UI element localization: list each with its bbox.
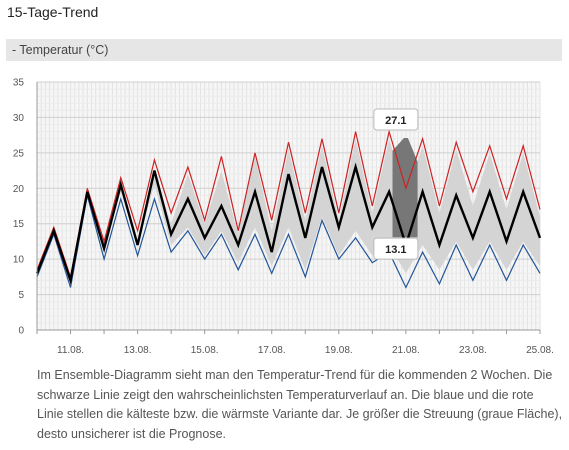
value-callout-box — [373, 237, 419, 260]
y-tick-label: 10 — [13, 255, 25, 266]
x-tick-label: 23.08. — [459, 345, 487, 356]
x-tick-label: 11.08. — [57, 345, 84, 356]
series-line-warmest — [36, 129, 541, 280]
section-label: - Temperatur (°C) — [12, 43, 109, 57]
y-tick-label: 35 — [13, 78, 25, 89]
value-callout-label: 13.1 — [385, 244, 406, 256]
y-tick-label: 25 — [13, 148, 25, 159]
y-tick-label: 0 — [18, 326, 24, 337]
value-callout-box — [373, 108, 419, 131]
value-callout-label: 27.1 — [385, 115, 406, 127]
y-tick-label: 30 — [13, 113, 25, 124]
y-tick-label: 5 — [18, 290, 24, 301]
series-line-coldest — [36, 195, 541, 289]
series-line-most-likely — [35, 162, 542, 286]
x-tick-label: 17.08. — [258, 345, 286, 356]
temperature-trend-chart[interactable]: 0 5 10 15 20 25 30 35 11.08. 13.08. 15.08. 17.08. 19… — [0, 62, 569, 362]
chart-description: Im Ensemble-Diagramm sieht man den Tempe… — [37, 368, 563, 441]
x-tick-label: 25.08. — [526, 345, 554, 356]
temperature-section-header[interactable]: - Temperatur (°C) — [6, 39, 562, 61]
page-title: 15-Tage-Trend — [7, 4, 99, 20]
y-tick-label: 20 — [13, 184, 25, 195]
x-tick-label: 13.08. — [124, 345, 152, 356]
x-tick-label: 19.08. — [325, 345, 353, 356]
x-tick-label: 15.08. — [191, 345, 219, 356]
y-tick-label: 15 — [13, 219, 25, 230]
x-tick-label: 21.08. — [392, 345, 420, 356]
